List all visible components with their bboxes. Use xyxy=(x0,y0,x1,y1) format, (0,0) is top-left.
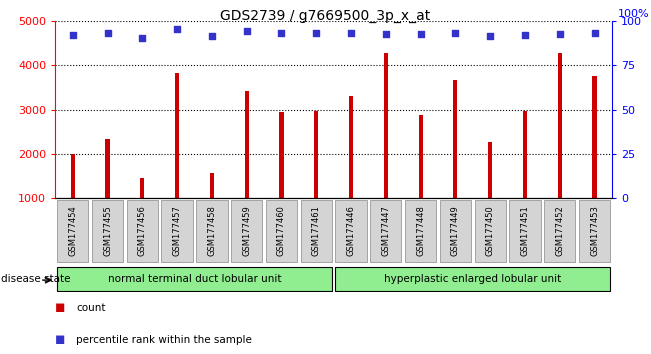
Point xyxy=(311,30,322,36)
FancyBboxPatch shape xyxy=(57,267,332,291)
FancyBboxPatch shape xyxy=(92,200,123,262)
FancyBboxPatch shape xyxy=(405,200,436,262)
Point xyxy=(206,33,217,39)
Bar xyxy=(314,111,318,198)
Text: GSM177453: GSM177453 xyxy=(590,206,599,256)
Point xyxy=(172,27,182,32)
Text: GSM177451: GSM177451 xyxy=(520,206,529,256)
FancyBboxPatch shape xyxy=(196,200,228,262)
Point xyxy=(519,32,530,37)
Text: GSM177450: GSM177450 xyxy=(486,206,495,256)
Point xyxy=(346,30,356,36)
Point xyxy=(415,31,426,36)
Text: percentile rank within the sample: percentile rank within the sample xyxy=(76,335,252,345)
Bar xyxy=(105,139,109,198)
Point xyxy=(381,31,391,36)
Point xyxy=(242,28,252,34)
Text: GSM177447: GSM177447 xyxy=(381,206,391,256)
Text: disease state: disease state xyxy=(1,274,71,284)
Text: GSM177448: GSM177448 xyxy=(416,206,425,256)
Bar xyxy=(245,91,249,198)
FancyBboxPatch shape xyxy=(475,200,506,262)
Bar xyxy=(558,53,562,198)
Bar xyxy=(349,96,353,198)
Text: GSM177458: GSM177458 xyxy=(208,206,216,256)
FancyBboxPatch shape xyxy=(57,200,89,262)
Point xyxy=(555,31,565,36)
Text: GSM177454: GSM177454 xyxy=(68,206,77,256)
Point xyxy=(102,30,113,36)
Bar xyxy=(523,110,527,198)
Bar xyxy=(592,76,596,198)
Text: GSM177459: GSM177459 xyxy=(242,206,251,256)
FancyBboxPatch shape xyxy=(335,267,610,291)
FancyBboxPatch shape xyxy=(370,200,402,262)
Bar xyxy=(279,112,284,198)
FancyBboxPatch shape xyxy=(439,200,471,262)
Text: GSM177452: GSM177452 xyxy=(555,206,564,256)
Text: ◼: ◼ xyxy=(55,302,66,314)
Point xyxy=(137,35,148,41)
Text: GSM177461: GSM177461 xyxy=(312,206,321,256)
FancyBboxPatch shape xyxy=(544,200,575,262)
Text: GSM177449: GSM177449 xyxy=(451,206,460,256)
Text: GSM177446: GSM177446 xyxy=(346,206,355,256)
FancyBboxPatch shape xyxy=(509,200,540,262)
Text: GSM177457: GSM177457 xyxy=(173,206,182,256)
Text: GDS2739 / g7669500_3p_x_at: GDS2739 / g7669500_3p_x_at xyxy=(221,9,430,23)
Bar xyxy=(453,80,458,198)
Text: 100%: 100% xyxy=(618,10,649,19)
Text: GSM177456: GSM177456 xyxy=(138,206,147,256)
Bar xyxy=(210,173,214,198)
FancyBboxPatch shape xyxy=(161,200,193,262)
Point xyxy=(450,30,461,36)
Bar xyxy=(383,53,388,198)
Point xyxy=(589,30,600,36)
FancyBboxPatch shape xyxy=(266,200,297,262)
FancyBboxPatch shape xyxy=(335,200,367,262)
Text: count: count xyxy=(76,303,105,313)
FancyBboxPatch shape xyxy=(301,200,332,262)
Bar xyxy=(419,115,422,198)
Point xyxy=(485,34,495,39)
Bar xyxy=(71,154,75,198)
FancyBboxPatch shape xyxy=(127,200,158,262)
Text: GSM177460: GSM177460 xyxy=(277,206,286,256)
Text: ◼: ◼ xyxy=(55,333,66,346)
Bar xyxy=(175,73,179,198)
Text: GSM177455: GSM177455 xyxy=(103,206,112,256)
Bar xyxy=(488,142,492,198)
FancyBboxPatch shape xyxy=(579,200,610,262)
Point xyxy=(276,30,286,36)
FancyBboxPatch shape xyxy=(231,200,262,262)
Bar xyxy=(140,178,145,198)
Text: normal terminal duct lobular unit: normal terminal duct lobular unit xyxy=(107,274,281,284)
Point xyxy=(68,32,78,37)
Text: hyperplastic enlarged lobular unit: hyperplastic enlarged lobular unit xyxy=(384,274,561,284)
